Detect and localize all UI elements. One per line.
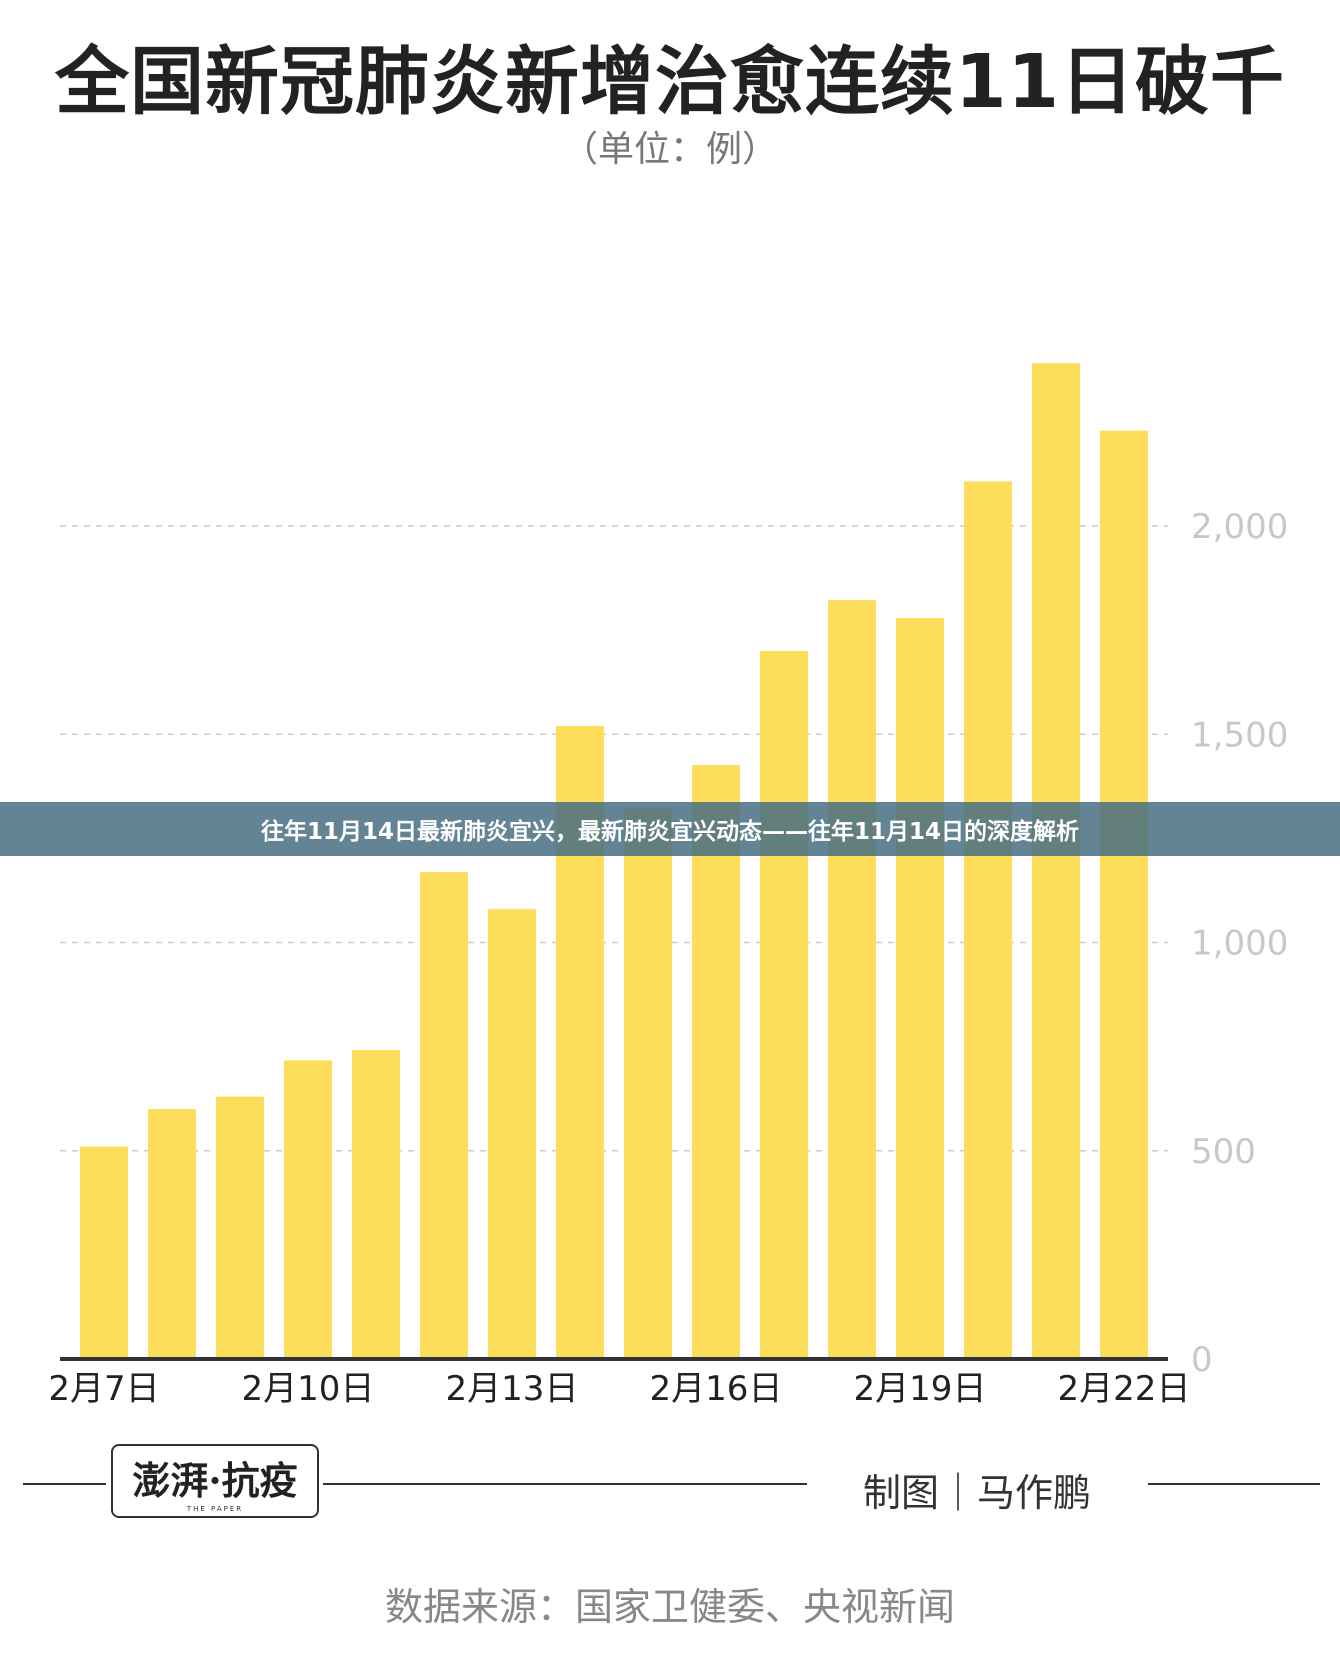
bar-2月17日 <box>760 650 808 1359</box>
y-tick-label: 1,500 <box>1191 715 1288 755</box>
chart-title: 全国新冠肺炎新增治愈连续11日破千 <box>55 39 1285 125</box>
bar-2月13日 <box>488 909 536 1359</box>
bar-2月19日 <box>896 618 944 1359</box>
logo-text: 澎湃·抗疫 <box>132 1457 298 1503</box>
y-tick-label: 1,000 <box>1191 924 1288 964</box>
logo-subtext: THE PAPER <box>186 1504 244 1513</box>
bar-2月15日 <box>624 808 672 1359</box>
divider-line <box>23 1483 106 1485</box>
headline-banner[interactable]: 往年11月14日最新肺炎宜兴，最新肺炎宜兴动态——往年11月14日的深度解析 <box>0 802 1340 856</box>
x-tick-label: 2月10日 <box>242 1369 375 1409</box>
x-tick-label: 2月16日 <box>650 1369 783 1409</box>
x-tick-label: 2月7日 <box>48 1369 159 1409</box>
chart-credit: 制图｜马作鹏 <box>862 1471 1091 1515</box>
y-tick-label: 500 <box>1191 1132 1256 1172</box>
x-tick-label: 2月13日 <box>446 1369 579 1409</box>
bar-chart: 0 500 1,000 1,500 2,000 2月7日 2月10日 2月13日 2月16日 2月… <box>48 363 1288 1409</box>
bar-2月12日 <box>420 872 468 1359</box>
banner-text: 往年11月14日最新肺炎宜兴，最新肺炎宜兴动态——往年11月14日的深度解析 <box>260 819 1080 845</box>
chart-subtitle: （单位：例） <box>561 129 778 170</box>
data-source: 数据来源：国家卫健委、央视新闻 <box>384 1585 955 1629</box>
bar-2月20日 <box>964 481 1012 1359</box>
x-tick-label: 2月19日 <box>854 1369 987 1409</box>
bar-2月22日 <box>1100 430 1148 1360</box>
bar-2月8日 <box>148 1109 196 1359</box>
bar-2月10日 <box>284 1060 332 1359</box>
bar-2月9日 <box>216 1096 264 1359</box>
x-tick-label: 2月22日 <box>1058 1369 1191 1409</box>
y-tick-label: 0 <box>1191 1340 1213 1380</box>
bar-2月16日 <box>692 765 740 1359</box>
the-paper-logo: 澎湃·抗疫 THE PAPER <box>111 1444 319 1518</box>
divider-line <box>1148 1483 1320 1485</box>
bar-2月7日 <box>80 1146 128 1359</box>
bar-2月18日 <box>828 600 876 1359</box>
bar-2月11日 <box>352 1049 400 1359</box>
bar-2月21日 <box>1032 363 1080 1359</box>
divider-line <box>323 1483 807 1485</box>
y-tick-label: 2,000 <box>1191 507 1288 547</box>
